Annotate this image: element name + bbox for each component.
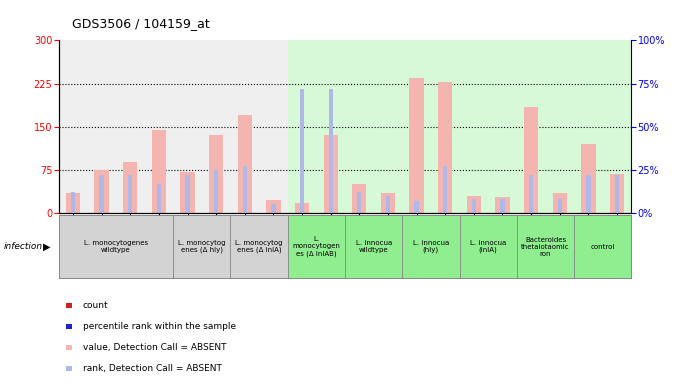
Bar (345, 215, 402, 278)
Bar (243, 167, 247, 213)
Bar (574, 215, 631, 278)
Bar (173, 40, 230, 213)
Bar (173, 215, 230, 278)
Bar (352, 184, 366, 213)
Bar (558, 199, 562, 213)
Bar (524, 107, 538, 213)
Bar (586, 175, 591, 213)
Text: L.
monocytogen
es (Δ inlAB): L. monocytogen es (Δ inlAB) (293, 237, 340, 257)
Bar (59, 40, 173, 213)
Bar (152, 130, 166, 213)
Text: L. innocua
(hly): L. innocua (hly) (413, 240, 449, 253)
Text: L. monocytogenes
wildtype: L. monocytogenes wildtype (84, 240, 148, 253)
Text: ▶: ▶ (43, 242, 50, 252)
Bar (300, 89, 304, 213)
Bar (266, 200, 281, 213)
Bar (230, 215, 288, 278)
Bar (157, 184, 161, 213)
Text: L. monocytog
enes (Δ inlA): L. monocytog enes (Δ inlA) (235, 240, 283, 253)
Bar (402, 40, 460, 213)
Bar (66, 193, 80, 213)
Text: count: count (83, 301, 108, 310)
Text: value, Detection Call = ABSENT: value, Detection Call = ABSENT (83, 343, 226, 352)
Text: Bacteroides
thetaiotaomic
ron: Bacteroides thetaiotaomic ron (521, 237, 570, 257)
Bar (128, 175, 132, 213)
Bar (295, 203, 309, 213)
Bar (438, 82, 453, 213)
Bar (517, 215, 574, 278)
Text: L. innocua
(inlA): L. innocua (inlA) (470, 240, 506, 253)
Bar (443, 167, 447, 213)
Bar (460, 215, 517, 278)
Text: control: control (591, 244, 615, 250)
Bar (415, 201, 419, 213)
Bar (328, 89, 333, 213)
Text: GDS3506 / 104159_at: GDS3506 / 104159_at (72, 17, 210, 30)
Bar (123, 162, 137, 213)
Bar (237, 115, 252, 213)
Bar (324, 136, 338, 213)
Bar (180, 172, 195, 213)
Bar (288, 40, 345, 213)
Text: L. monocytog
enes (Δ hly): L. monocytog enes (Δ hly) (178, 240, 226, 253)
Bar (460, 40, 517, 213)
Bar (214, 170, 218, 213)
Bar (529, 175, 533, 213)
Bar (581, 144, 595, 213)
Bar (71, 192, 75, 213)
Bar (409, 78, 424, 213)
Bar (495, 197, 510, 213)
Bar (345, 40, 402, 213)
Bar (357, 192, 362, 213)
Bar (466, 196, 481, 213)
Text: rank, Detection Call = ABSENT: rank, Detection Call = ABSENT (83, 364, 221, 373)
Bar (59, 215, 173, 278)
Bar (99, 175, 104, 213)
Bar (500, 199, 504, 213)
Bar (209, 136, 224, 213)
Text: L. innocua
wildtype: L. innocua wildtype (355, 240, 392, 253)
Bar (230, 40, 288, 213)
Bar (288, 215, 345, 278)
Bar (517, 40, 574, 213)
Text: infection: infection (3, 242, 43, 251)
Bar (381, 193, 395, 213)
Bar (553, 193, 567, 213)
Bar (186, 175, 190, 213)
Bar (610, 174, 624, 213)
Bar (95, 170, 109, 213)
Text: percentile rank within the sample: percentile rank within the sample (83, 322, 236, 331)
Bar (574, 40, 631, 213)
Bar (402, 215, 460, 278)
Bar (271, 205, 275, 213)
Bar (615, 175, 619, 213)
Bar (386, 196, 390, 213)
Bar (472, 199, 476, 213)
